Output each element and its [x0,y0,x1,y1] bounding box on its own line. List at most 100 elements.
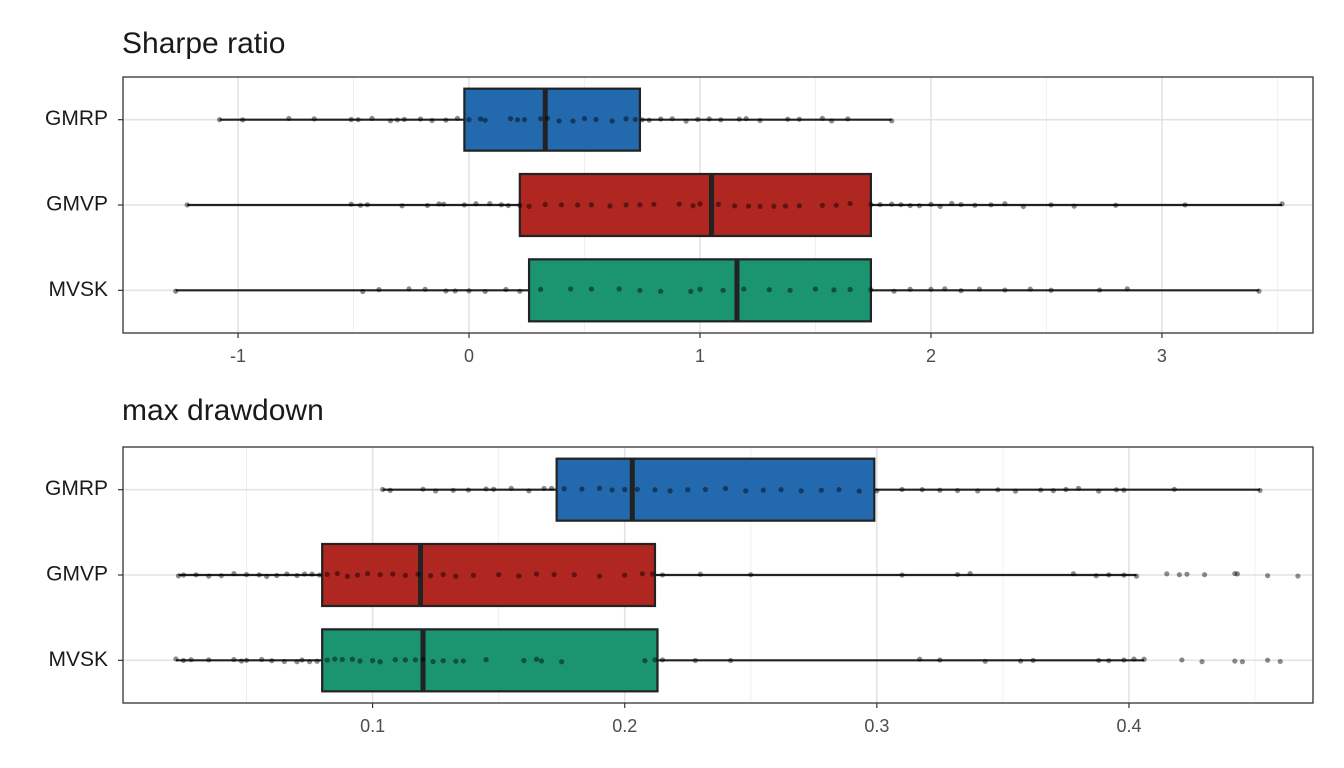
point [637,202,643,208]
point [561,486,567,492]
point [394,117,401,123]
point [507,116,514,122]
point [218,573,224,579]
point [334,570,340,577]
box [321,628,659,693]
point [1012,488,1019,494]
point [988,202,994,208]
y-tick-label: GMRP [45,107,108,130]
point [544,115,551,121]
point [1164,571,1170,577]
point [430,658,436,665]
point [658,116,664,122]
point [771,203,777,209]
point [1176,572,1182,578]
point [309,571,315,577]
point [982,658,988,664]
point [728,657,734,664]
point [819,202,826,209]
point [1141,656,1147,662]
point [452,288,458,294]
point [415,571,421,577]
point [898,202,904,208]
y-tick-label: MVSK [48,278,108,301]
point [676,201,682,207]
point [856,488,862,494]
point [1020,203,1026,210]
point [748,572,754,578]
point [1070,571,1077,577]
point [1050,488,1056,494]
point [503,286,509,293]
point [798,488,804,494]
point [845,116,851,122]
point [976,286,983,292]
point [743,116,749,122]
point [349,656,356,662]
point [559,659,565,665]
point [269,658,275,664]
point [526,203,532,209]
point [659,572,666,578]
x-tick-label: 0 [464,346,474,366]
point [453,573,459,579]
point [593,116,599,123]
point [1182,202,1188,208]
point [616,286,622,292]
point [1106,658,1112,664]
point [406,286,412,292]
point [634,486,640,492]
point [533,656,540,662]
point [667,488,673,494]
point [571,572,577,578]
point [1048,287,1054,293]
point [907,286,913,292]
point [538,658,545,664]
point [919,487,925,493]
x-tick-label: 2 [926,346,936,366]
point [339,656,345,663]
point [482,288,488,295]
point [692,657,698,664]
point [324,657,330,663]
point [868,201,874,208]
point [538,286,544,292]
point [390,571,396,577]
point [317,572,323,578]
point [521,117,528,123]
point [652,487,658,493]
point [995,487,1001,493]
point [450,487,456,493]
point [658,288,664,294]
point [173,656,179,662]
point [491,486,497,492]
point [284,571,290,577]
point [787,287,793,293]
point [659,657,666,663]
point [732,203,738,209]
point [1131,656,1137,662]
point [833,202,839,208]
point [357,202,364,208]
point [596,485,603,491]
point [436,201,442,207]
point [514,117,521,123]
point [688,288,694,294]
box [518,172,873,238]
point [443,288,449,294]
point [238,658,245,664]
point [399,203,405,209]
point [722,485,729,492]
point [574,202,581,208]
point [440,658,446,664]
point [588,202,595,208]
point [216,117,223,123]
point [622,572,628,578]
x-tick-label: -1 [230,346,246,366]
point [440,571,446,578]
point [623,116,629,122]
point [173,288,179,294]
point [440,201,447,207]
panel-border [122,446,1314,704]
